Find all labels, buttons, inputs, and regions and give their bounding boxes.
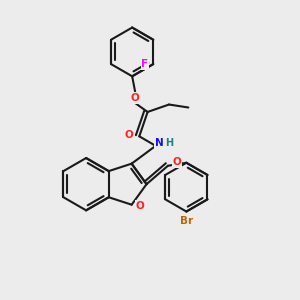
- Text: O: O: [124, 130, 133, 140]
- Text: O: O: [172, 157, 181, 167]
- Text: H: H: [166, 139, 174, 148]
- Text: Br: Br: [180, 216, 194, 226]
- Text: O: O: [136, 201, 144, 211]
- Text: O: O: [131, 93, 140, 103]
- Text: N: N: [155, 139, 164, 148]
- Text: F: F: [141, 59, 148, 69]
